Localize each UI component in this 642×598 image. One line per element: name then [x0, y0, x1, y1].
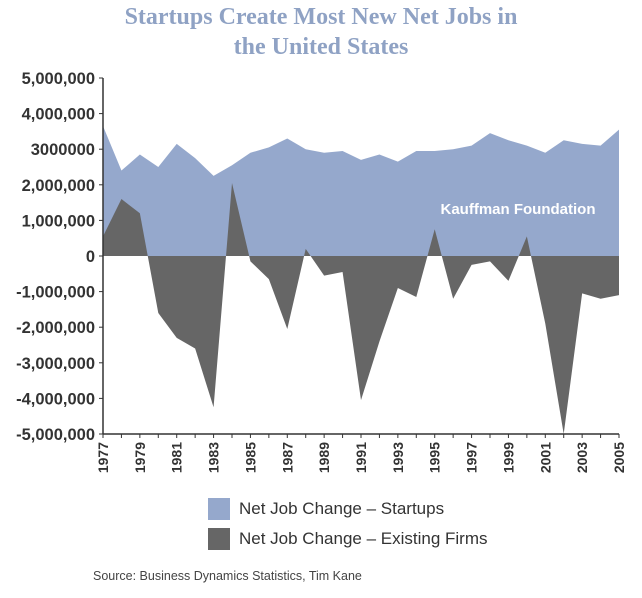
x-tick-label: 1987: [279, 442, 295, 473]
legend: Net Job Change – Startups Net Job Change…: [208, 494, 488, 554]
x-tick-label: 1999: [500, 442, 516, 473]
y-tick-label: -3,000,000: [16, 355, 95, 373]
y-tick-label: 0: [86, 248, 95, 266]
y-tick-label: -5,000,000: [16, 426, 95, 444]
x-tick-label: 1995: [427, 442, 443, 473]
title-line-2: the United States: [233, 34, 409, 60]
legend-swatch-startups: [208, 498, 230, 520]
axes: 5,000,000 4,000,000 3000000 2,000,000 1,000,…: [16, 70, 627, 473]
legend-swatch-existing: [208, 528, 230, 550]
legend-label-startups: Net Job Change – Startups: [239, 499, 445, 518]
x-tick-label: 1991: [353, 442, 369, 473]
title-line-1: Startups Create Most New Net Jobs in: [124, 4, 518, 30]
y-tick-label: 3000000: [31, 141, 95, 159]
series-area-existing-firms: [103, 183, 619, 434]
legend-item-startups: Net Job Change – Startups: [208, 494, 488, 524]
series-layer: [103, 126, 619, 434]
source-note: Source: Business Dynamics Statistics, Ti…: [93, 569, 362, 583]
x-tick-label: 1981: [169, 442, 185, 473]
x-tick-label: 1983: [206, 442, 222, 473]
y-tick-label: 1,000,000: [22, 212, 95, 230]
y-tick-label: 5,000,000: [22, 70, 95, 88]
x-tick-label: 1977: [95, 442, 111, 473]
legend-item-existing: Net Job Change – Existing Firms: [208, 524, 488, 554]
x-tick-label: 1989: [316, 442, 332, 473]
chart-title: Startups Create Most New Net Jobs in the…: [0, 2, 642, 62]
x-tick-label: 2005: [611, 442, 627, 473]
x-tick-label: 1997: [464, 442, 480, 473]
y-tick-label: -1,000,000: [16, 284, 95, 302]
y-tick-label: -2,000,000: [16, 319, 95, 337]
y-tick-label: 4,000,000: [22, 106, 95, 124]
y-tick-label: 2,000,000: [22, 177, 95, 195]
x-tick-label: 2001: [537, 442, 553, 473]
x-tick-label: 1979: [132, 442, 148, 473]
y-tick-label: -4,000,000: [16, 390, 95, 408]
annotation-label: Kauffman Foundation: [441, 201, 596, 218]
x-tick-label: 1993: [390, 442, 406, 473]
x-tick-label: 1985: [242, 442, 258, 473]
legend-label-existing: Net Job Change – Existing Firms: [239, 529, 488, 548]
x-tick-label: 2003: [574, 442, 590, 473]
